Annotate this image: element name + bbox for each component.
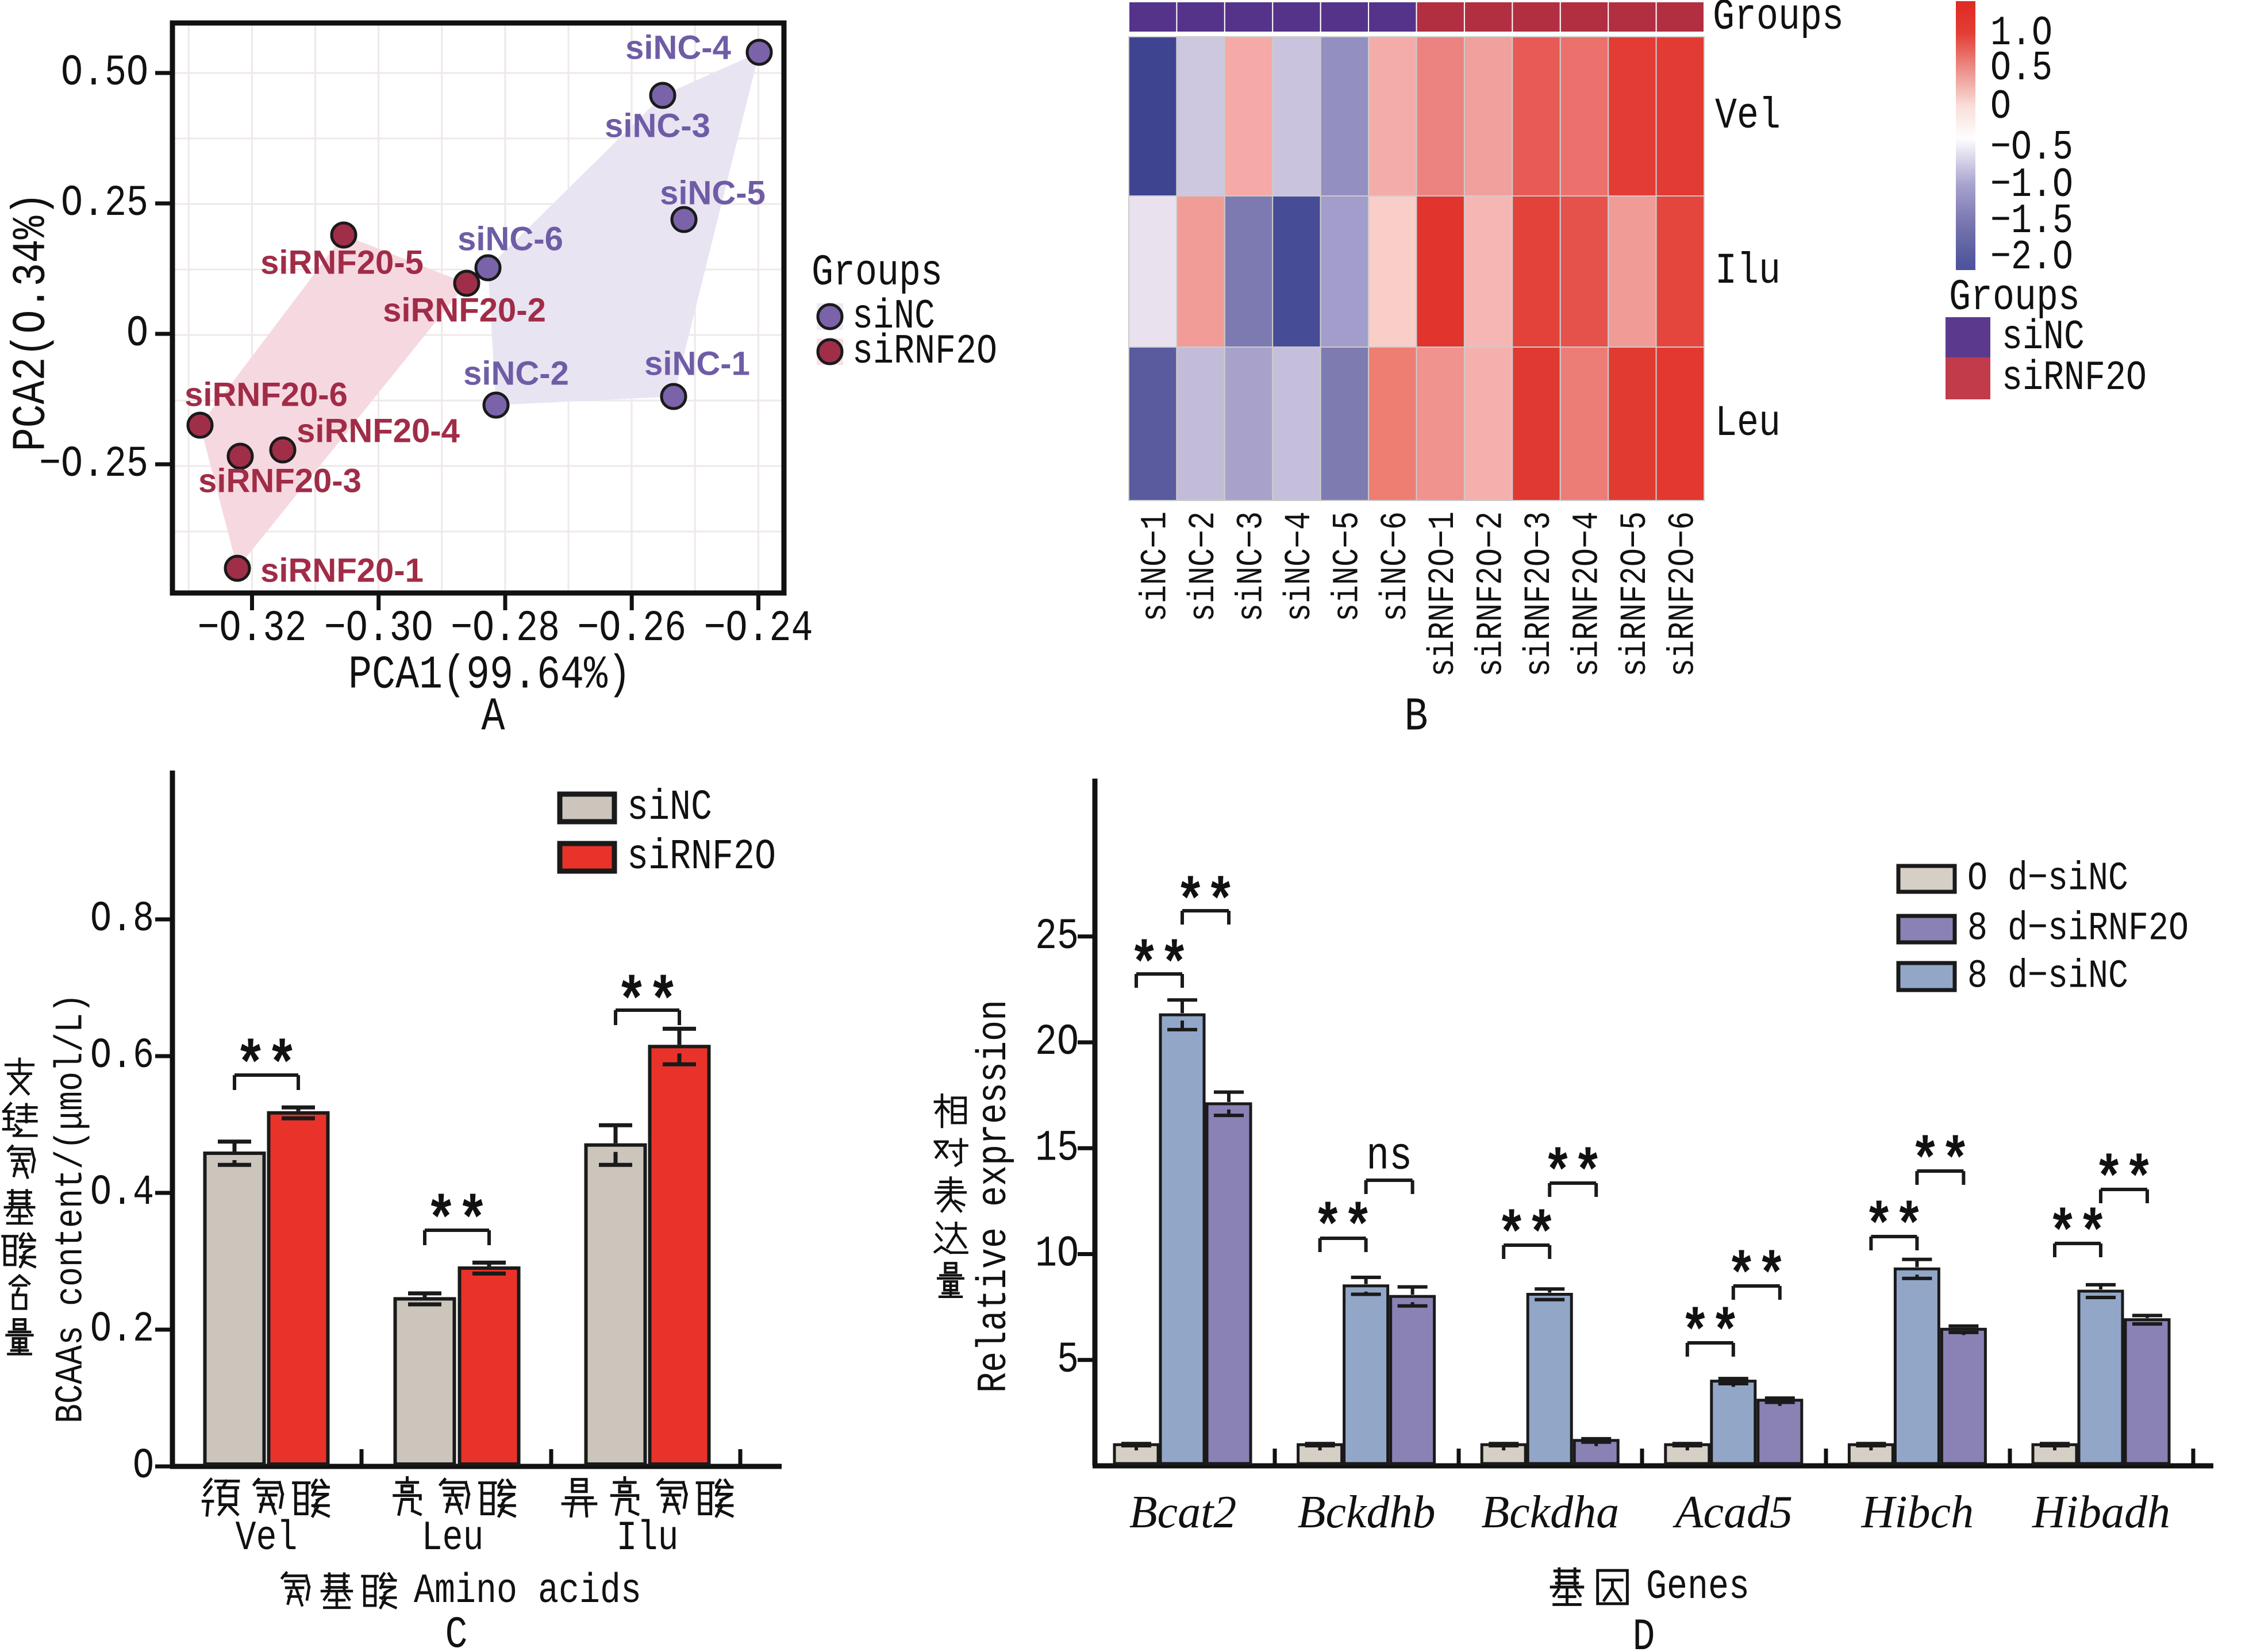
- svg-text:siNC-1: siNC-1: [644, 345, 750, 383]
- svg-text:O.5O: O.5O: [61, 48, 148, 98]
- svg-text:O.8: O.8: [90, 895, 154, 944]
- svg-text:−2.O: −2.O: [1990, 234, 2073, 281]
- svg-text:Bckdhb: Bckdhb: [1298, 1487, 1436, 1538]
- svg-text:siRNF2O: siRNF2O: [852, 328, 997, 375]
- svg-text:5: 5: [1057, 1335, 1079, 1385]
- svg-text:**: **: [2094, 1147, 2154, 1216]
- svg-text:siNC: siNC: [852, 293, 935, 340]
- svg-text:siRNF20-6: siRNF20-6: [184, 376, 348, 414]
- svg-text:Groups: Groups: [1713, 0, 1844, 42]
- svg-text:siRNF2O−2: siRNF2O−2: [1471, 511, 1513, 677]
- svg-text:**: **: [1543, 1141, 1603, 1210]
- svg-text:O.2: O.2: [90, 1306, 154, 1354]
- svg-text:siNC-5: siNC-5: [660, 175, 766, 212]
- svg-text:Bcat2: Bcat2: [1129, 1487, 1237, 1538]
- svg-text:**: **: [1175, 870, 1236, 938]
- svg-text:siRNF2O: siRNF2O: [627, 833, 776, 881]
- svg-text:siNC: siNC: [627, 784, 712, 832]
- svg-text:siRNF20-3: siRNF20-3: [198, 463, 362, 500]
- svg-text:−O.3O: −O.3O: [324, 604, 433, 653]
- svg-text:siNC-6: siNC-6: [457, 221, 563, 258]
- svg-text:1O: 1O: [1035, 1230, 1079, 1279]
- svg-text:O.6: O.6: [90, 1032, 154, 1080]
- svg-text:A: A: [482, 691, 506, 744]
- svg-text:Ilu: Ilu: [617, 1515, 679, 1562]
- svg-text:−O.26: −O.26: [577, 604, 686, 653]
- svg-text:**: **: [1680, 1301, 1740, 1369]
- svg-text:siNC-2: siNC-2: [463, 355, 569, 392]
- svg-text:siRNF2O−1: siRNF2O−1: [1423, 511, 1464, 677]
- svg-text:PCA2(O.34%): PCA2(O.34%): [5, 192, 59, 452]
- svg-text:O d−siNC: O d−siNC: [1967, 857, 2128, 902]
- svg-text:O: O: [126, 309, 148, 359]
- svg-text:O.25: O.25: [61, 179, 148, 228]
- svg-text:Hibadh: Hibadh: [2032, 1487, 2170, 1538]
- svg-text:siRNF20-1: siRNF20-1: [260, 552, 424, 590]
- svg-text:**: **: [1129, 933, 1190, 1002]
- svg-text:**: **: [616, 969, 679, 1041]
- svg-text:BCAAs content/(μmol/L): BCAAs content/(μmol/L): [49, 993, 94, 1423]
- svg-text:PCA1(99.64%): PCA1(99.64%): [348, 649, 631, 702]
- svg-text:siNC−6: siNC−6: [1375, 511, 1417, 622]
- svg-text:15: 15: [1035, 1123, 1079, 1173]
- svg-text:25: 25: [1035, 912, 1079, 961]
- svg-text:−O.24: −O.24: [704, 604, 813, 653]
- svg-text:−1.5: −1.5: [1990, 198, 2073, 245]
- svg-text:siNC−3: siNC−3: [1232, 511, 1273, 622]
- svg-text:**: **: [235, 1033, 298, 1104]
- svg-text:**: **: [1910, 1129, 1970, 1197]
- svg-text:−O.5: −O.5: [1990, 124, 2073, 171]
- svg-text:siNC−4: siNC−4: [1279, 511, 1321, 622]
- svg-text:O.4: O.4: [90, 1169, 154, 1217]
- svg-text:siNC−5: siNC−5: [1327, 511, 1368, 622]
- svg-text:B: B: [1405, 691, 1428, 744]
- svg-text:Genes: Genes: [1646, 1564, 1750, 1611]
- svg-text:**: **: [2048, 1202, 2108, 1270]
- svg-text:−O.25: −O.25: [39, 440, 148, 489]
- svg-text:siRNF20-5: siRNF20-5: [260, 244, 424, 282]
- svg-text:D: D: [1633, 1612, 1655, 1649]
- svg-text:−1.O: −1.O: [1990, 161, 2073, 209]
- svg-text:**: **: [1497, 1203, 1557, 1272]
- svg-text:8 d−siRNF2O: 8 d−siRNF2O: [1967, 907, 2189, 952]
- svg-text:Acad5: Acad5: [1673, 1487, 1793, 1538]
- svg-text:siRNF2O−3: siRNF2O−3: [1519, 511, 1560, 677]
- svg-text:Vel: Vel: [1715, 91, 1781, 141]
- svg-text:O: O: [1990, 83, 2011, 130]
- svg-text:Vel: Vel: [236, 1515, 298, 1562]
- svg-text:siNC−1: siNC−1: [1136, 511, 1177, 622]
- svg-text:siRNF2O: siRNF2O: [2002, 355, 2147, 402]
- svg-text:Amino acids: Amino acids: [414, 1568, 641, 1615]
- svg-text:siNC: siNC: [2002, 314, 2085, 361]
- svg-text:**: **: [1313, 1196, 1373, 1264]
- svg-text:**: **: [425, 1188, 489, 1260]
- svg-text:siNC−2: siNC−2: [1183, 511, 1225, 622]
- svg-text:**: **: [1727, 1244, 1787, 1312]
- svg-text:siRNF2O−6: siRNF2O−6: [1663, 511, 1704, 677]
- svg-text:Leu: Leu: [1715, 399, 1781, 448]
- svg-text:O: O: [133, 1442, 154, 1491]
- svg-text:2O: 2O: [1035, 1018, 1079, 1067]
- svg-text:−O.32: −O.32: [198, 604, 307, 653]
- svg-text:siNC-4: siNC-4: [625, 29, 731, 67]
- svg-text:Groups: Groups: [812, 248, 943, 298]
- svg-text:8 d−siNC: 8 d−siNC: [1967, 954, 2128, 1000]
- svg-text:Ilu: Ilu: [1715, 247, 1781, 296]
- svg-text:siRNF2O−5: siRNF2O−5: [1615, 511, 1656, 677]
- svg-text:C: C: [445, 1610, 468, 1649]
- svg-text:Relative expression: Relative expression: [971, 1000, 1018, 1393]
- svg-text:Bckdha: Bckdha: [1481, 1487, 1619, 1538]
- svg-text:Groups: Groups: [1949, 273, 2080, 322]
- svg-text:siRNF2O−4: siRNF2O−4: [1567, 511, 1608, 677]
- svg-text:siRNF20-2: siRNF20-2: [383, 292, 546, 329]
- svg-text:−O.28: −O.28: [451, 604, 560, 653]
- svg-text:**: **: [1864, 1195, 1924, 1263]
- svg-text:1.O: 1.O: [1990, 10, 2052, 57]
- svg-text:siRNF20-4: siRNF20-4: [297, 413, 460, 450]
- svg-text:Hibch: Hibch: [1861, 1487, 1974, 1538]
- svg-text:siNC-3: siNC-3: [605, 107, 710, 145]
- svg-text:O.5: O.5: [1990, 45, 2052, 92]
- svg-text:Leu: Leu: [422, 1515, 484, 1562]
- svg-text:ns: ns: [1366, 1131, 1412, 1183]
